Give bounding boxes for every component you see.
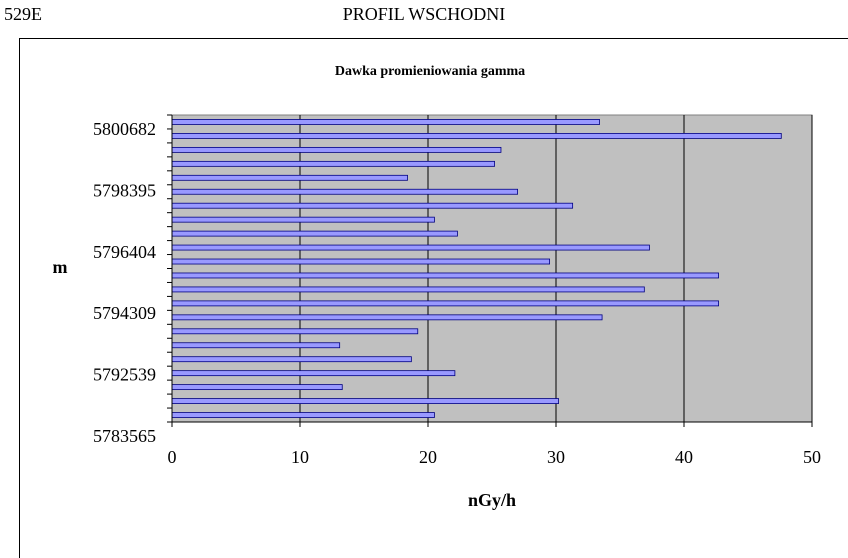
header-title: PROFIL WSCHODNI bbox=[342, 4, 506, 24]
bar bbox=[171, 188, 519, 195]
y-tick-label: 5796404 bbox=[93, 242, 156, 262]
bar bbox=[171, 384, 343, 391]
bar bbox=[171, 300, 719, 307]
bar bbox=[171, 412, 435, 418]
x-tick-label: 30 bbox=[547, 447, 565, 467]
x-axis: 0 10 20 30 40 50 bbox=[168, 421, 821, 467]
chart-frame bbox=[19, 38, 848, 558]
y-axis-label: m bbox=[53, 257, 68, 277]
bar bbox=[171, 133, 782, 139]
bar bbox=[171, 356, 412, 363]
y-tick-label: 5794309 bbox=[93, 303, 156, 323]
bar bbox=[171, 258, 551, 265]
y-tick-label: 5792539 bbox=[93, 365, 156, 385]
bar bbox=[171, 272, 719, 279]
bar bbox=[171, 216, 435, 223]
y-tick-label: 5798395 bbox=[93, 180, 156, 200]
bar bbox=[171, 174, 408, 181]
x-axis-label: nGy/h bbox=[468, 490, 516, 510]
x-tick-label: 10 bbox=[291, 447, 309, 467]
y-tick-label: 5783565 bbox=[93, 426, 156, 446]
bar bbox=[171, 328, 419, 335]
header-code: 529E bbox=[4, 4, 42, 24]
chart-title: Dawka promieniowania gamma bbox=[335, 64, 525, 79]
bar bbox=[171, 202, 574, 209]
bar bbox=[171, 244, 650, 251]
bar bbox=[171, 370, 456, 377]
bar bbox=[171, 398, 559, 404]
y-tick-label: 5800682 bbox=[93, 119, 156, 139]
bar bbox=[171, 160, 495, 167]
x-tick-label: 50 bbox=[803, 447, 821, 467]
x-tick-label: 0 bbox=[168, 447, 177, 467]
bar bbox=[171, 230, 458, 237]
y-axis: 5800682 5798395 5796404 5794309 5792539 57835… bbox=[93, 114, 173, 446]
bar bbox=[171, 342, 341, 349]
bars bbox=[171, 119, 782, 418]
bar bbox=[171, 119, 600, 125]
x-tick-label: 40 bbox=[675, 447, 693, 467]
x-tick-label: 20 bbox=[419, 447, 437, 467]
bar bbox=[171, 286, 645, 293]
bar bbox=[171, 146, 502, 153]
bar bbox=[171, 314, 603, 321]
